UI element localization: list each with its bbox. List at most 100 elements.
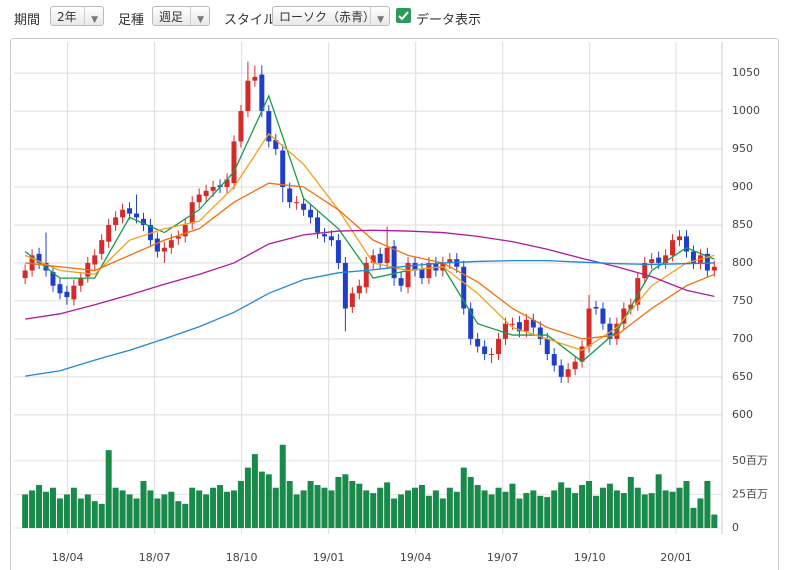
candle-body	[99, 240, 105, 254]
candle-body	[196, 194, 202, 203]
volume-bar	[237, 481, 244, 528]
volume-bar	[425, 495, 432, 528]
volume-bar	[321, 487, 328, 528]
candle-body	[113, 217, 119, 225]
candle-body	[530, 319, 536, 328]
candle-body	[426, 262, 432, 279]
candle-body	[64, 291, 70, 298]
bar-value: 週足	[159, 10, 184, 24]
candle-body	[405, 262, 411, 288]
volume-bar	[342, 474, 349, 528]
candle-body	[22, 270, 28, 279]
volume-bar	[634, 487, 641, 528]
volume-bar	[370, 493, 377, 528]
volume-bar	[544, 497, 551, 528]
candle-body	[238, 111, 244, 142]
check-icon	[398, 11, 409, 21]
volume-bar	[272, 487, 279, 528]
candle-body	[308, 209, 314, 218]
candle-body	[690, 251, 696, 263]
candle-body	[502, 323, 508, 339]
moving-average	[24, 132, 715, 351]
candle-body	[447, 259, 453, 263]
candle-body	[147, 224, 153, 241]
candle-body	[482, 346, 488, 355]
volume-bar	[690, 507, 697, 528]
volume-bar	[217, 485, 224, 528]
candle-body	[544, 338, 550, 355]
candle-body	[120, 209, 126, 218]
bar-select[interactable]: 週足 ▼	[152, 6, 210, 26]
x-tick-label: 19/04	[400, 551, 432, 564]
volume-bar	[244, 467, 251, 528]
candle-body	[92, 255, 98, 265]
volume-bar	[43, 491, 50, 528]
volume-bar	[126, 494, 133, 528]
volume-bar	[175, 501, 182, 528]
volume-bar	[565, 487, 572, 528]
volume-bar	[300, 490, 307, 528]
show-data-checkbox[interactable]	[396, 8, 411, 23]
candle-body	[280, 150, 286, 188]
y-tick-label: 850	[732, 218, 753, 231]
period-select[interactable]: 2年 ▼	[50, 6, 104, 26]
candle-body	[175, 236, 181, 239]
x-tick-label: 20/01	[660, 551, 692, 564]
volume-bar	[523, 493, 530, 528]
volume-bar	[537, 495, 544, 528]
candle-body	[140, 218, 146, 225]
style-select[interactable]: ローソク（赤青） ▼	[272, 6, 390, 26]
volume-bar	[63, 494, 70, 528]
candle-body	[259, 74, 265, 112]
y-tick-label: 1000	[732, 104, 760, 117]
volume-bar	[405, 490, 412, 528]
candle-body	[489, 354, 495, 356]
volume-bar	[481, 490, 488, 528]
candle-body	[593, 306, 599, 309]
volume-bar	[161, 494, 168, 528]
moving-average	[24, 94, 715, 363]
volume-bar	[439, 498, 446, 528]
candle-body	[294, 202, 300, 204]
candle-body	[412, 262, 418, 271]
volume-bar	[29, 490, 36, 528]
volume-bar	[182, 503, 189, 528]
period-value: 2年	[57, 10, 77, 24]
volume-bar	[203, 494, 210, 528]
volume-bar	[558, 482, 565, 528]
candle-body	[621, 308, 627, 324]
candle-body	[551, 354, 557, 366]
x-tick-label: 19/10	[574, 551, 606, 564]
candle-body	[127, 208, 133, 214]
volume-bar	[328, 490, 335, 528]
x-tick-label: 18/04	[52, 551, 84, 564]
candle-body	[642, 262, 648, 279]
volume-bar	[265, 474, 272, 528]
candle-body	[461, 266, 467, 309]
volume-bar	[36, 485, 43, 528]
volume-bar	[495, 487, 502, 528]
volume-bar	[460, 467, 467, 528]
volume-bar	[384, 482, 391, 528]
candle-body	[537, 327, 543, 339]
volume-bar	[286, 481, 293, 528]
candle-body	[203, 190, 209, 197]
candle-body	[670, 240, 676, 256]
volume-bar	[133, 498, 140, 528]
candle-body	[182, 224, 188, 237]
volume-bar	[293, 494, 300, 528]
toolbar: 期間 2年 ▼ 足種 週足 ▼ スタイル ローソク（赤青） ▼ データ表示	[0, 0, 787, 34]
volume-tick-label: 50百万	[732, 454, 768, 467]
candle-body	[29, 255, 35, 271]
candle-body	[57, 284, 63, 294]
volume-bar	[592, 495, 599, 528]
volume-bar	[154, 498, 161, 528]
volume-bar	[356, 483, 363, 528]
volume-bar	[168, 491, 175, 528]
candle-body	[134, 213, 140, 218]
candle-body	[245, 80, 251, 112]
candle-body	[677, 236, 683, 241]
volume-bar	[669, 491, 676, 528]
volume-bar	[140, 481, 147, 528]
